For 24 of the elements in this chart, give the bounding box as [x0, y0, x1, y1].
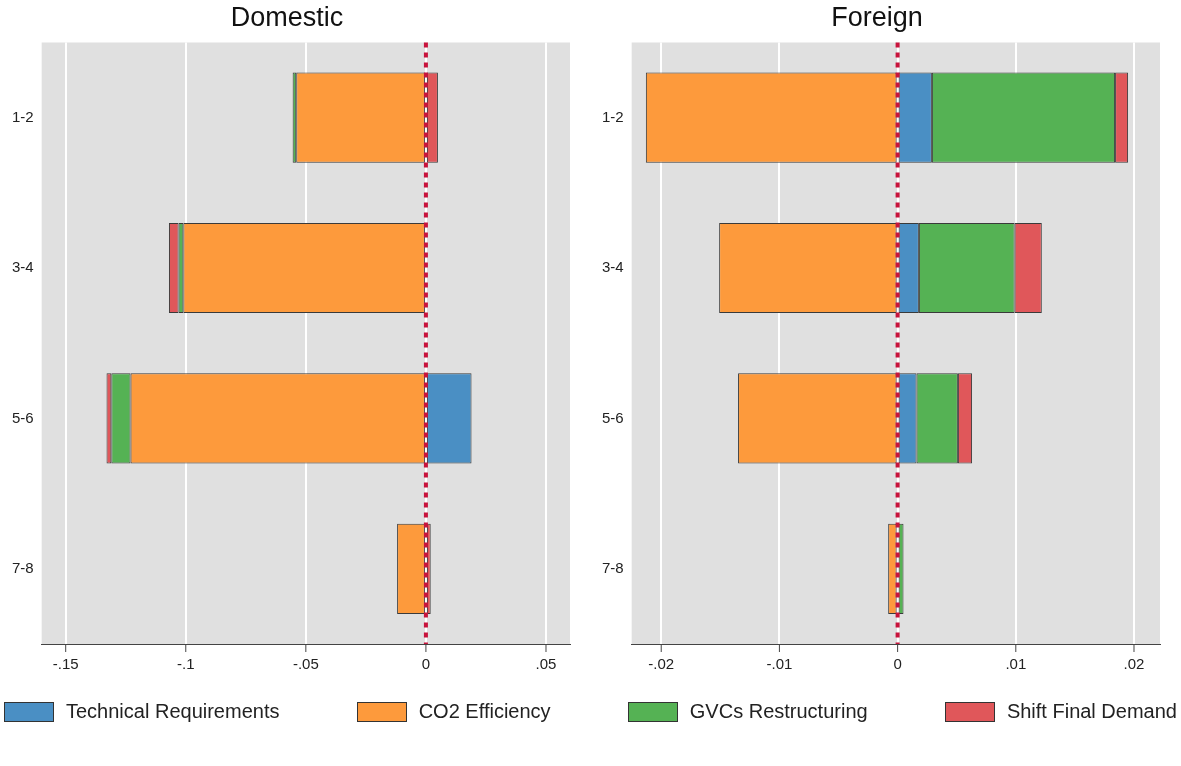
y-tick-label: 5-6 — [601, 408, 624, 426]
legend-label: Shift Final Demand — [1006, 700, 1177, 723]
x-tick-label: .02 — [1123, 655, 1145, 673]
x-tick-label: -.02 — [648, 655, 675, 673]
y-tick-label: 7-8 — [11, 558, 34, 576]
legend-label: CO2 Efficiency — [418, 700, 551, 723]
x-tick-label: .01 — [1005, 655, 1027, 673]
x-tick-label: 0 — [421, 655, 431, 673]
y-tick-label: 3-4 — [11, 258, 34, 276]
x-tick-label: -.15 — [52, 655, 79, 673]
x-tick-label: -.05 — [292, 655, 319, 673]
x-tick-label: 0 — [893, 655, 902, 673]
y-tick-label: 5-6 — [11, 408, 34, 426]
legend-label: GVCs Restructuring — [689, 700, 868, 723]
chart-title: Foreign — [831, 1, 923, 32]
x-tick-label: .05 — [535, 655, 557, 673]
x-tick-label: -.01 — [766, 655, 793, 673]
x-tick-label: -.1 — [177, 655, 195, 673]
legend-label: Technical Requirements — [66, 700, 280, 723]
y-tick-label: 7-8 — [601, 558, 624, 576]
y-tick-label: 1-2 — [601, 107, 624, 125]
y-tick-label: 3-4 — [601, 258, 624, 276]
chart-title: Domestic — [230, 1, 344, 32]
y-tick-label: 1-2 — [11, 107, 34, 125]
